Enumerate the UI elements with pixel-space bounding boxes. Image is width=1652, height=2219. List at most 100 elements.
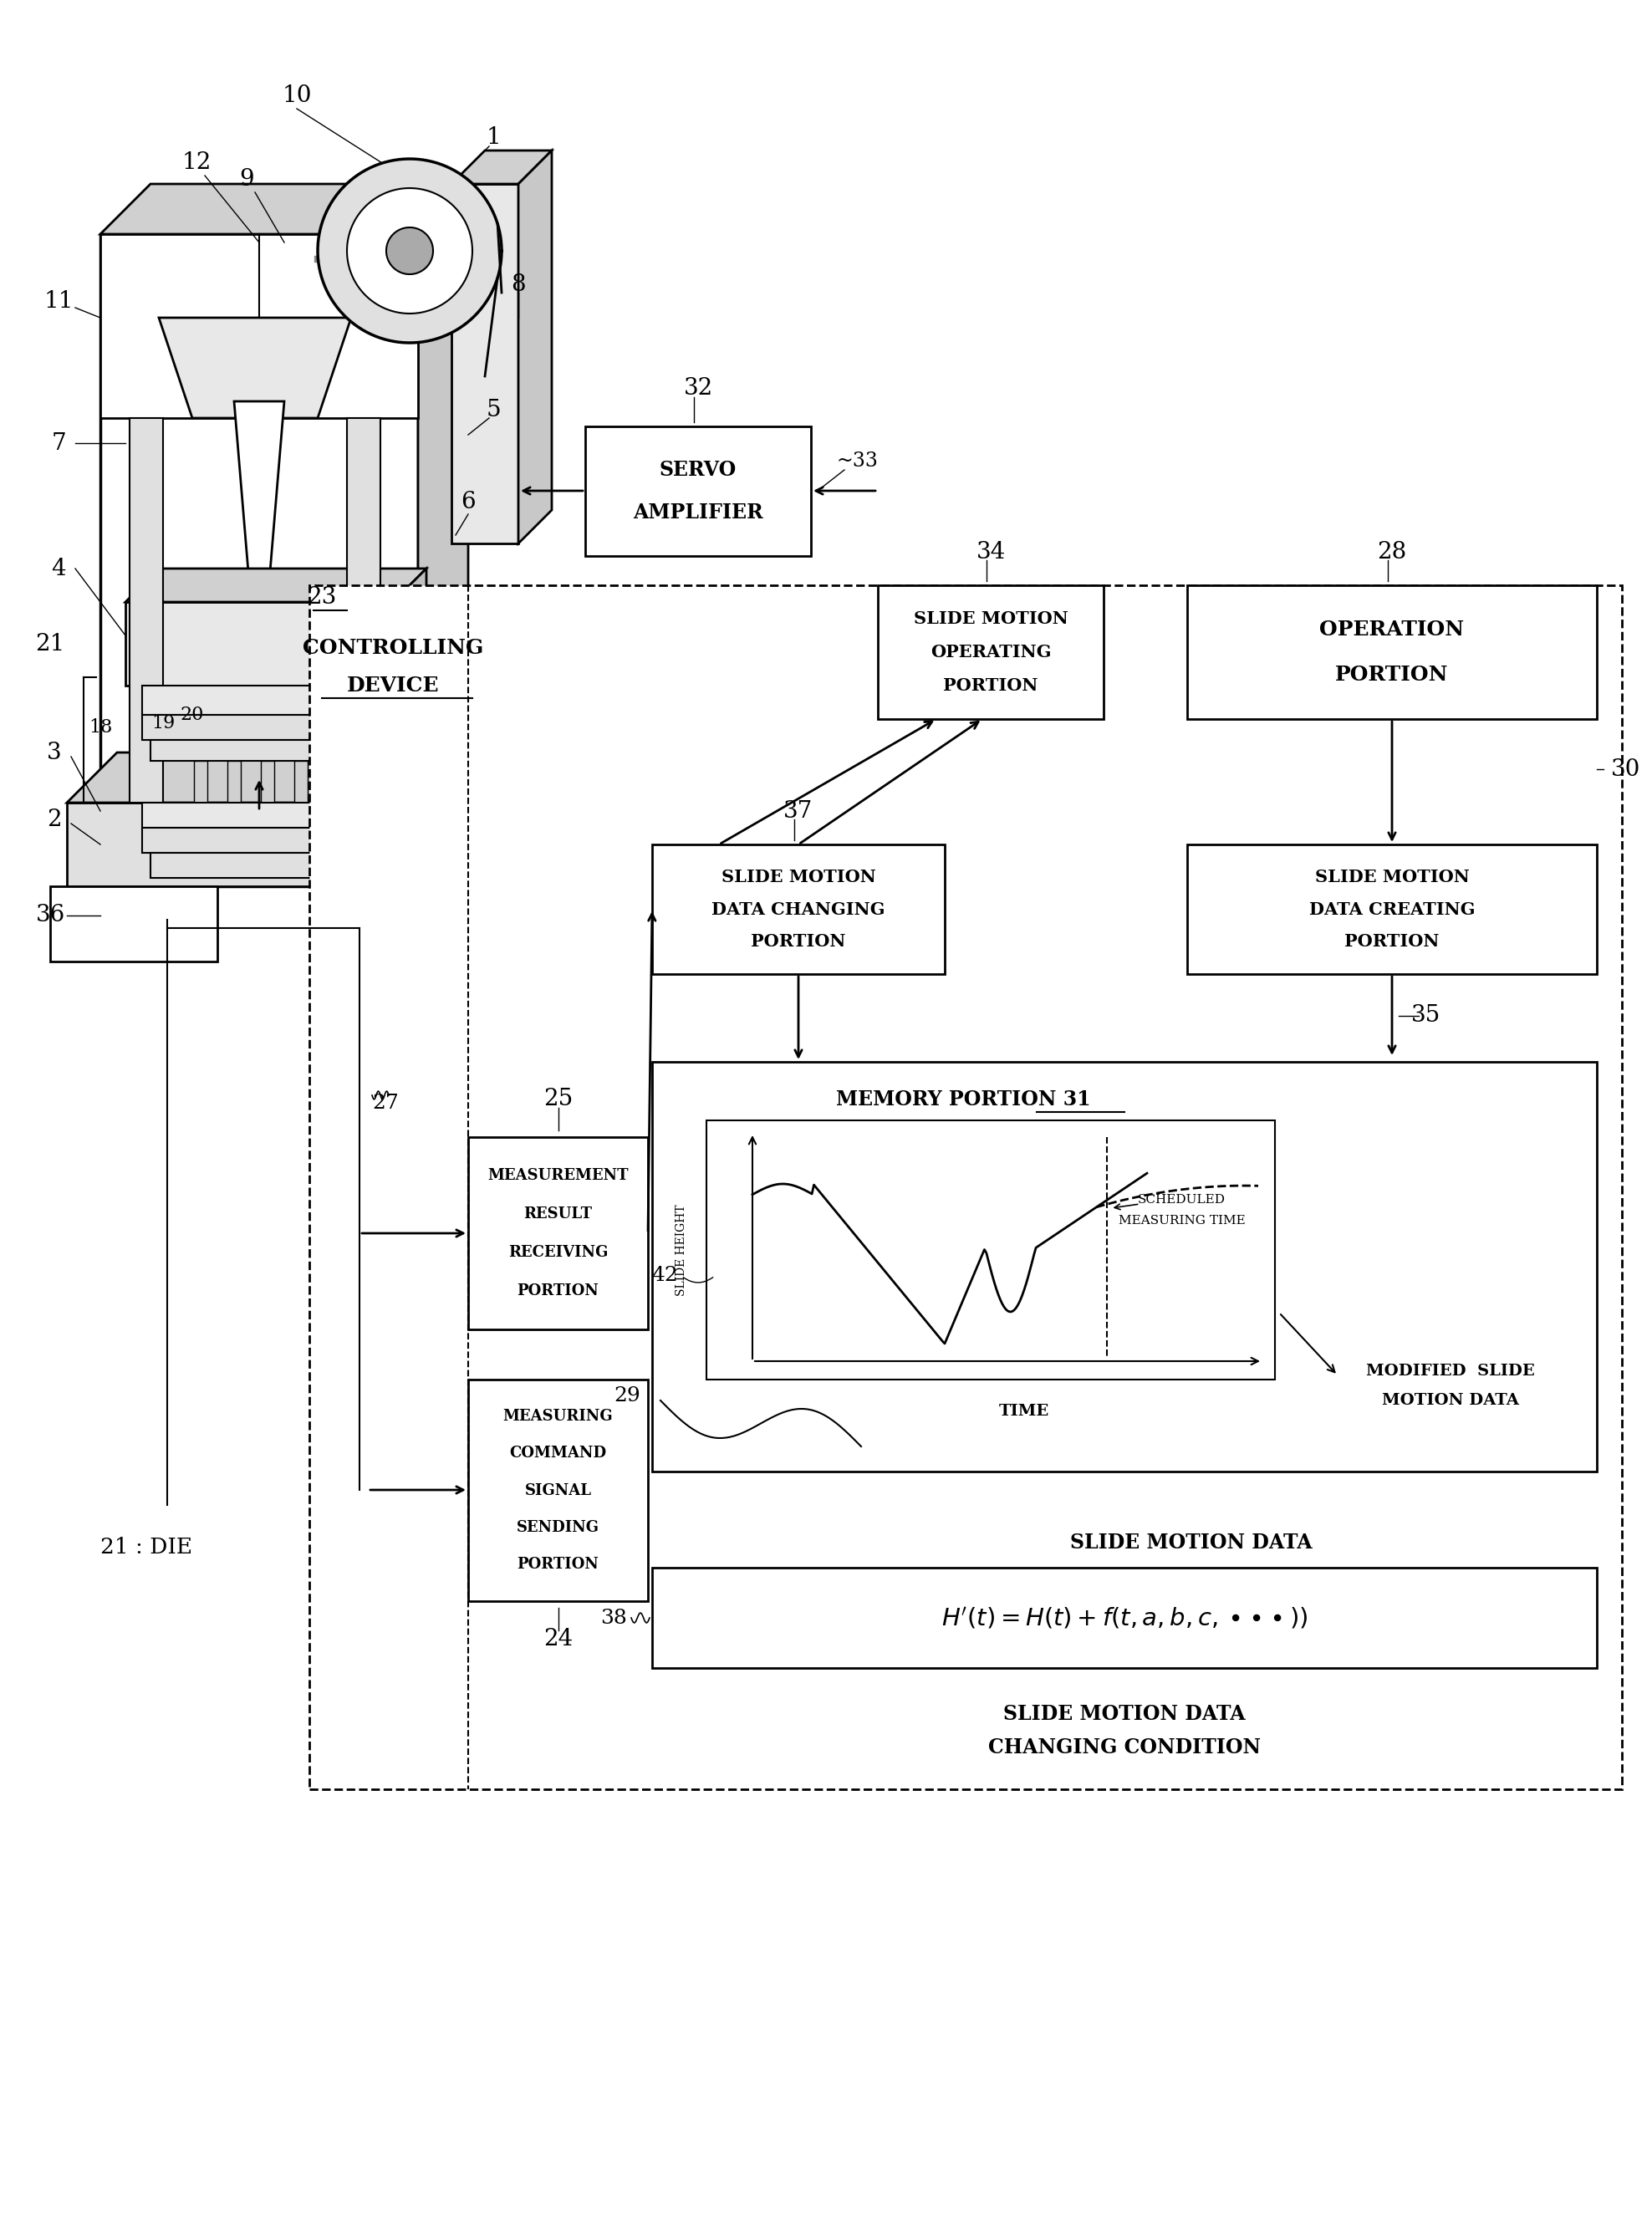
Polygon shape [129, 417, 164, 803]
Text: 21: 21 [35, 632, 64, 655]
Text: CONTROLLING: CONTROLLING [302, 637, 484, 659]
Bar [468, 1380, 648, 1602]
Text: DATA CREATING: DATA CREATING [1308, 901, 1475, 919]
Polygon shape [393, 568, 426, 686]
Text: DATA CHANGING: DATA CHANGING [712, 901, 885, 919]
Polygon shape [418, 184, 468, 885]
Text: COMMAND: COMMAND [509, 1447, 606, 1460]
Text: SERVO: SERVO [659, 459, 737, 479]
Polygon shape [451, 151, 552, 184]
Text: 5: 5 [486, 399, 501, 422]
Text: 38: 38 [600, 1609, 628, 1627]
Polygon shape [193, 761, 208, 803]
Text: RECEIVING: RECEIVING [509, 1245, 608, 1260]
Polygon shape [261, 761, 274, 803]
Text: 8: 8 [510, 273, 525, 295]
Text: 20: 20 [180, 706, 205, 723]
Text: 23: 23 [307, 586, 337, 608]
Text: 36: 36 [35, 903, 64, 928]
Text: 27: 27 [372, 1094, 398, 1114]
Text: RESULT: RESULT [524, 1207, 593, 1220]
Text: 30: 30 [1611, 759, 1640, 781]
Text: 29: 29 [615, 1387, 641, 1407]
Polygon shape [347, 189, 472, 313]
Polygon shape [317, 160, 502, 342]
Text: 42: 42 [651, 1267, 677, 1285]
Bar [585, 426, 811, 557]
Text: SENDING: SENDING [517, 1520, 600, 1536]
Text: 10: 10 [282, 84, 312, 107]
Polygon shape [101, 235, 418, 326]
Text: 34: 34 [976, 541, 1006, 564]
Polygon shape [159, 317, 352, 417]
Text: 2: 2 [46, 808, 61, 830]
Polygon shape [101, 235, 418, 885]
Polygon shape [142, 686, 377, 715]
Text: SLIDE MOTION: SLIDE MOTION [914, 610, 1067, 628]
Text: PORTION: PORTION [943, 677, 1037, 695]
Text: SLIDE HEIGHT: SLIDE HEIGHT [676, 1205, 687, 1296]
Polygon shape [150, 852, 360, 879]
Text: PORTION: PORTION [1335, 663, 1449, 683]
Polygon shape [66, 752, 502, 803]
Bar [468, 1136, 648, 1329]
Text: MEMORY PORTION 31: MEMORY PORTION 31 [836, 1090, 1090, 1110]
Polygon shape [519, 151, 552, 544]
Polygon shape [101, 235, 418, 417]
Polygon shape [387, 226, 433, 275]
Text: SCHEDULED: SCHEDULED [1138, 1194, 1226, 1205]
Text: 9: 9 [240, 169, 254, 191]
Polygon shape [142, 803, 377, 828]
Polygon shape [294, 761, 307, 803]
Polygon shape [142, 828, 368, 852]
Polygon shape [228, 761, 241, 803]
Text: PORTION: PORTION [517, 1558, 600, 1571]
Bar [309, 586, 1622, 1789]
Text: 11: 11 [43, 291, 73, 313]
Text: 24: 24 [544, 1627, 573, 1651]
Text: SLIDE MOTION: SLIDE MOTION [1315, 868, 1469, 885]
Text: 18: 18 [89, 719, 112, 737]
Text: SLIDE MOTION: SLIDE MOTION [722, 868, 876, 885]
Bar [1188, 845, 1597, 974]
Text: 4: 4 [51, 557, 66, 579]
Polygon shape [451, 752, 502, 885]
Bar [50, 885, 218, 961]
Text: DEVICE: DEVICE [347, 675, 439, 695]
Bar [653, 1567, 1597, 1669]
Text: PORTION: PORTION [517, 1283, 600, 1298]
Polygon shape [66, 803, 451, 885]
Text: SIGNAL: SIGNAL [525, 1482, 591, 1498]
Text: 28: 28 [1378, 541, 1408, 564]
Text: MEASURING TIME: MEASURING TIME [1118, 1214, 1246, 1227]
Polygon shape [347, 417, 380, 803]
Text: MEASUREMENT: MEASUREMENT [487, 1167, 628, 1183]
Text: AMPLIFIER: AMPLIFIER [633, 504, 763, 524]
Text: SLIDE MOTION DATA: SLIDE MOTION DATA [1070, 1533, 1312, 1553]
Text: 7: 7 [51, 433, 66, 455]
Polygon shape [126, 568, 426, 601]
Text: 3: 3 [46, 741, 61, 763]
Text: 21 : DIE: 21 : DIE [101, 1536, 192, 1558]
Text: 25: 25 [544, 1087, 573, 1112]
Polygon shape [451, 184, 519, 544]
Text: 12: 12 [182, 151, 211, 175]
Text: ~33: ~33 [836, 453, 877, 470]
Bar [653, 845, 945, 974]
Text: MOTION DATA: MOTION DATA [1383, 1394, 1520, 1409]
Bar [653, 1063, 1597, 1471]
Text: $H'(t)=H(t)+f(t,a,b,c,\bullet\!\bullet\!\bullet))$: $H'(t)=H(t)+f(t,a,b,c,\bullet\!\bullet\!… [942, 1604, 1308, 1631]
Text: 37: 37 [783, 799, 813, 823]
Text: 6: 6 [461, 490, 476, 513]
Text: SLIDE MOTION DATA: SLIDE MOTION DATA [1003, 1704, 1246, 1724]
Bar [707, 1121, 1275, 1380]
Text: OPERATION: OPERATION [1320, 619, 1464, 639]
Bar [1188, 586, 1597, 719]
Text: 1: 1 [486, 126, 501, 149]
Text: CHANGING CONDITION: CHANGING CONDITION [988, 1737, 1260, 1757]
Polygon shape [235, 402, 284, 601]
Text: 19: 19 [152, 715, 175, 732]
Text: 32: 32 [684, 377, 712, 399]
Bar [877, 586, 1104, 719]
Text: MEASURING: MEASURING [502, 1409, 613, 1425]
